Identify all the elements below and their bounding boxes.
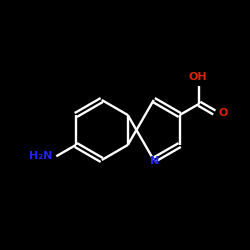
Text: O: O <box>218 108 228 118</box>
Text: H₂N: H₂N <box>29 151 52 161</box>
Text: OH: OH <box>189 72 207 83</box>
Text: N: N <box>150 156 159 166</box>
